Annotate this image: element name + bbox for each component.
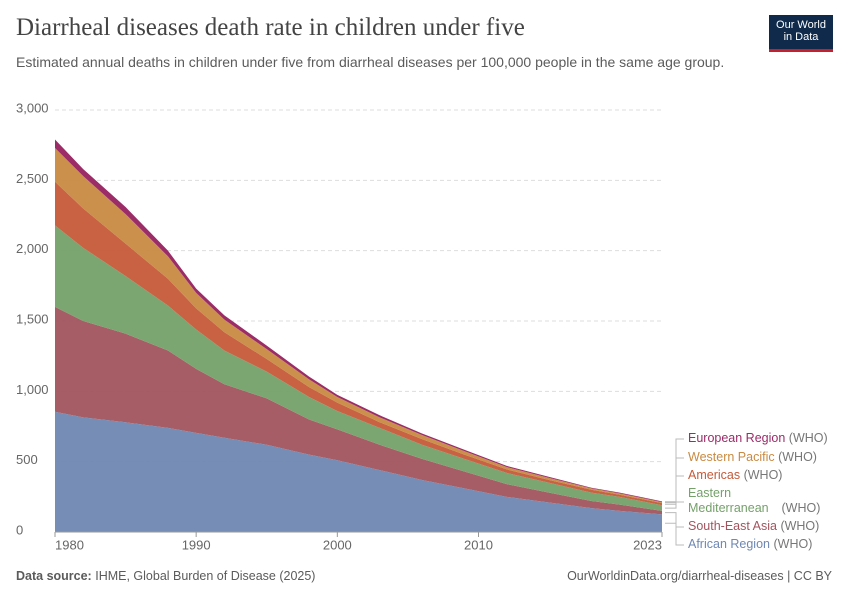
legend-label: Americas (688, 468, 741, 482)
legend-label: African Region (688, 537, 770, 551)
legend-entry[interactable]: South-East Asia (WHO) (688, 519, 838, 534)
legend-label: Western Pacific (688, 450, 775, 464)
logo[interactable]: Our World in Data (769, 15, 833, 52)
x-tick-label: 2023 (633, 537, 662, 552)
legend-entry[interactable]: Eastern Mediterranean (WHO) (688, 486, 838, 516)
legend-entry[interactable]: Western Pacific (WHO) (688, 450, 838, 465)
legend-connector (665, 522, 684, 546)
source-text: IHME, Global Burden of Disease (2025) (95, 569, 316, 583)
chart-subtitle: Estimated annual deaths in children unde… (16, 54, 725, 70)
legend-label: Eastern Mediterranean (688, 486, 769, 515)
source-label: Data source: (16, 569, 92, 583)
y-tick-label: 0 (16, 522, 23, 537)
y-tick-label: 1,500 (16, 311, 49, 326)
y-tick-label: 2,000 (16, 241, 49, 256)
legend-entry[interactable]: European Region (WHO) (688, 431, 838, 446)
x-tick-label: 1980 (55, 537, 84, 552)
legend-connector (665, 438, 684, 503)
source: Data source: IHME, Global Burden of Dise… (16, 569, 315, 583)
x-tick-label: 2010 (464, 537, 493, 552)
legend-suffix: (WHO) (778, 450, 817, 464)
y-tick-label: 500 (16, 452, 38, 467)
legend-suffix: (WHO) (773, 537, 813, 551)
legend-entry[interactable]: African Region (WHO) (688, 537, 838, 552)
footer-link[interactable]: OurWorldinData.org/diarrheal-diseases | … (567, 569, 832, 583)
legend-connector (665, 457, 684, 504)
y-tick-label: 1,000 (16, 382, 49, 397)
legend-suffix: (WHO) (780, 519, 820, 533)
y-tick-label: 3,000 (16, 100, 49, 115)
legend-label: European Region (688, 431, 786, 445)
legend-label: South-East Asia (688, 519, 777, 533)
y-tick-label: 2,500 (16, 171, 49, 186)
legend-suffix: (WHO) (743, 468, 783, 482)
x-tick-label: 1990 (182, 537, 211, 552)
chart-title: Diarrheal diseases death rate in childre… (16, 14, 525, 41)
legend-suffix: (WHO) (781, 501, 821, 515)
area (55, 306, 662, 515)
legend-entry[interactable]: Americas (WHO) (688, 468, 838, 483)
legend-suffix: (WHO) (788, 431, 828, 445)
area (55, 411, 662, 532)
legend-connector (665, 501, 684, 509)
x-tick-label: 2000 (323, 537, 352, 552)
legend-connector (665, 512, 684, 528)
logo-text: Our World (776, 19, 826, 31)
legend-connector (665, 475, 684, 505)
logo-text: in Data (783, 31, 819, 43)
